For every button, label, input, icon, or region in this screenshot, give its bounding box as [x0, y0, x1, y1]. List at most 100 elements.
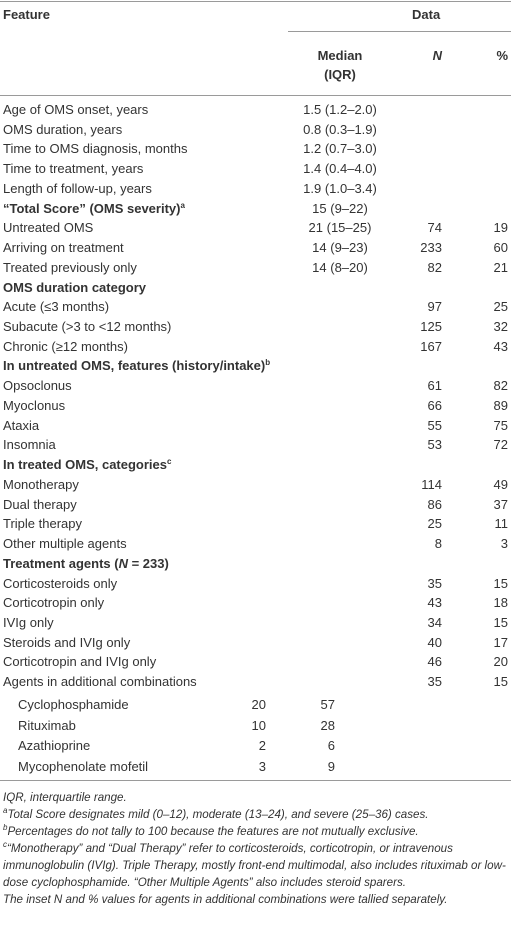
n-cell: 167 [420, 338, 442, 354]
label-text: Time to OMS diagnosis, months [3, 141, 188, 157]
label-text: OMS duration category [3, 279, 147, 295]
n-cell: 46 [427, 654, 442, 670]
n-cell: 10 [251, 717, 266, 733]
n-cell: 35 [427, 575, 442, 591]
label-text: Treatment agents ( [3, 555, 119, 571]
row-label: Corticosteroids only [3, 576, 117, 592]
n-cell: 34 [427, 614, 442, 630]
rule-bottom [0, 780, 511, 781]
row-label: IVIg only [3, 615, 54, 631]
row-label: Length of follow-up, years [3, 181, 152, 197]
pct-cell: 28 [320, 717, 335, 733]
footnote-text: Total Score designates mild (0–12), mode… [7, 808, 429, 821]
label-text: Cyclophosphamide [18, 697, 129, 712]
rule-header [0, 95, 511, 96]
footnote-text: Percentages do not tally to 100 because … [7, 825, 419, 838]
label-text: Other multiple agents [3, 536, 127, 552]
footnote-mark: c [167, 457, 172, 467]
pct-cell: 49 [493, 476, 508, 492]
label-text: Ataxia [3, 417, 40, 433]
row-label: Subacute (>3 to <12 months) [3, 319, 171, 335]
row-label: Age of OMS onset, years [3, 102, 148, 118]
rule-top [0, 1, 511, 2]
n-cell: 20 [251, 697, 266, 712]
n-cell: 2 [258, 738, 266, 754]
row-label: Other multiple agents [3, 536, 127, 552]
label-text: Insomnia [3, 437, 56, 453]
median-cell: 1.9 (1.0–3.4) [303, 180, 377, 196]
label-text: Myoclonus [3, 397, 66, 413]
label-text: Treated previously only [3, 259, 137, 275]
label-text: Length of follow-up, years [3, 180, 152, 196]
row-label: Agents in additional combinations [3, 674, 197, 690]
label-text: Rituximab [18, 717, 76, 733]
row-label: Dual therapy [3, 497, 77, 513]
footnote: aTotal Score designates mild (0–12), mod… [3, 806, 509, 823]
n-cell: 114 [421, 476, 442, 492]
row-label: Treated previously only [3, 260, 137, 276]
row-label: Mycophenolate mofetil [18, 759, 148, 775]
pct-cell: 75 [493, 417, 508, 433]
n-cell: 53 [427, 437, 442, 453]
label-text: Subacute (>3 to <12 months) [3, 319, 172, 335]
median-cell: 1.5 (1.2–2.0) [303, 102, 377, 117]
section-label: In untreated OMS, features (history/inta… [3, 358, 270, 374]
label-text: Monotherapy [3, 476, 79, 492]
label-text: Agents in additional combinations [3, 674, 197, 690]
footnote-mark: c [3, 840, 7, 849]
row-label: OMS duration, years [3, 122, 122, 138]
footnote-mark: a [3, 806, 8, 815]
row-label: Time to OMS diagnosis, months [3, 141, 187, 157]
n-cell: 61 [427, 378, 442, 394]
section-label: Treatment agents (N = 233) [3, 556, 169, 572]
footnote-mark: b [265, 358, 271, 368]
label-text: Arriving on treatment [3, 240, 124, 256]
pct-cell: 60 [493, 240, 508, 256]
label-text: Chronic (≥12 months) [3, 338, 128, 354]
n-cell: 8 [434, 536, 442, 552]
footnote: IQR, interquartile range. [3, 789, 509, 806]
section-label: OMS duration category [3, 280, 146, 296]
median-cell: 14 (8–20) [312, 259, 368, 275]
row-label: Chronic (≥12 months) [3, 339, 128, 355]
row-label: Ataxia [3, 418, 39, 434]
row-label: Opsoclonus [3, 378, 72, 394]
n-cell: 97 [427, 299, 442, 315]
n-cell: 35 [427, 674, 442, 690]
median-cell: 1.2 (0.7–3.0) [303, 141, 377, 157]
n-cell: 3 [258, 759, 266, 775]
header-n: N [432, 48, 442, 63]
n-cell: 40 [427, 634, 442, 650]
n-cell: 43 [427, 595, 442, 611]
row-label: Untreated OMS [3, 220, 93, 236]
pct-cell: 37 [493, 496, 508, 512]
pct-cell: 21 [493, 259, 508, 275]
row-label: Insomnia [3, 437, 56, 453]
row-label: Azathioprine [18, 738, 90, 754]
pct-cell: 15 [493, 614, 508, 630]
pct-cell: 57 [320, 697, 335, 712]
label-text: “Total Score” (OMS severity) [3, 200, 181, 216]
pct-cell: 19 [493, 220, 508, 236]
median-cell: 14 (9–23) [312, 240, 368, 256]
row-label: Steroids and IVIg only [3, 635, 130, 651]
row-label: Cyclophosphamide [18, 697, 129, 713]
n-cell: 233 [420, 240, 442, 256]
footnote-text: “Monotherapy” and “Dual Therapy” refer t… [3, 842, 506, 889]
pct-cell: 43 [493, 338, 508, 354]
footnote: bPercentages do not tally to 100 because… [3, 823, 509, 840]
n-cell: 82 [427, 259, 442, 275]
label-text: = 233) [127, 555, 169, 571]
label-text: Mycophenolate mofetil [18, 759, 149, 775]
footnote: c“Monotherapy” and “Dual Therapy” refer … [3, 840, 509, 891]
row-label: Myoclonus [3, 398, 65, 414]
median-cell: 21 (15–25) [308, 220, 372, 236]
pct-cell: 32 [493, 319, 508, 335]
footnotes: IQR, interquartile range. aTotal Score de… [3, 789, 509, 908]
pct-cell: 82 [493, 378, 508, 394]
header-median: Median [317, 48, 363, 63]
n-cell: 25 [427, 516, 442, 532]
footnote: The inset N and % values for agents in a… [3, 891, 509, 908]
row-label: Monotherapy [3, 477, 79, 493]
